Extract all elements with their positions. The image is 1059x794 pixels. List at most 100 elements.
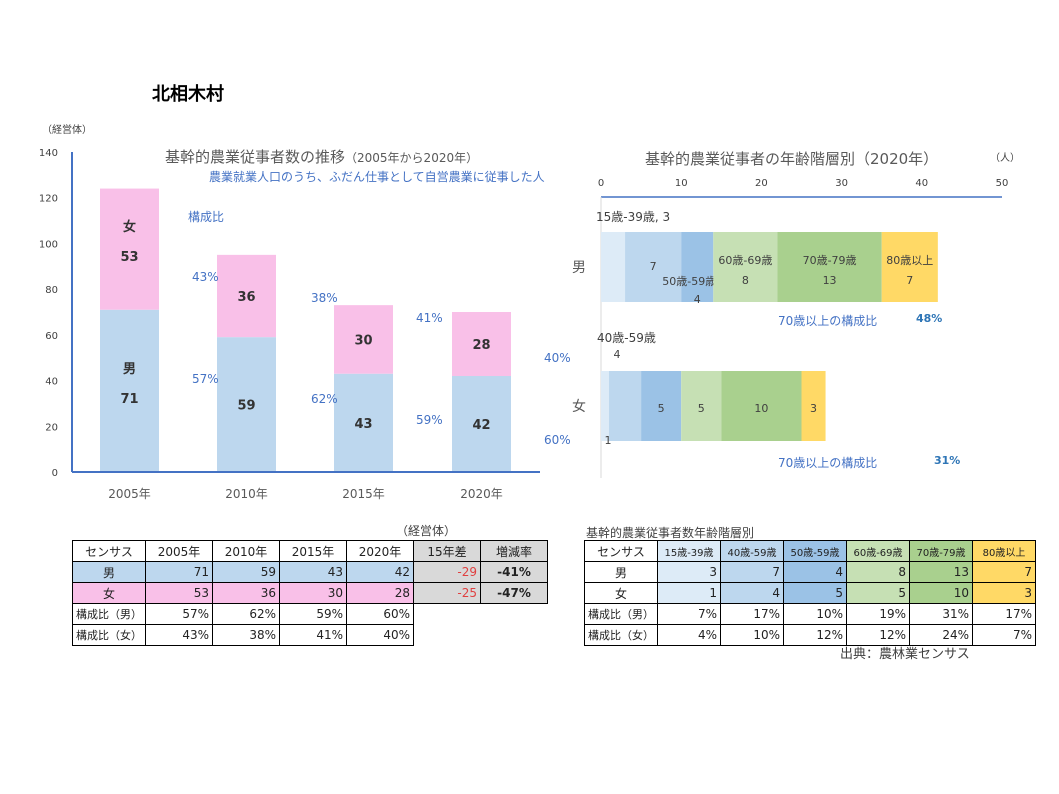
table-cell: 3 <box>657 561 721 583</box>
header-cell: 15年差 <box>413 540 481 562</box>
table-cell: 19% <box>846 603 910 625</box>
bar-female <box>452 312 511 376</box>
x-tick-label: 50 <box>996 178 1009 189</box>
header-cell: 2005年 <box>145 540 213 562</box>
data-label: 5 <box>698 402 705 415</box>
chart1-title-main: 基幹的農業従事者数の推移 <box>165 148 346 166</box>
table-cell: 構成比（女） <box>72 624 146 646</box>
table-cell: 構成比（女） <box>584 624 658 646</box>
male-70plus-label: 70歳以上の構成比 <box>778 314 878 328</box>
table-cell: 40% <box>346 624 414 646</box>
data-label: 10 <box>754 402 768 415</box>
y-tick-label: 80 <box>45 285 58 296</box>
table-cell: 1 <box>657 582 721 604</box>
x-tick-label: 2015年 <box>342 487 385 501</box>
data-label: 5 <box>658 402 665 415</box>
table-cell: 男 <box>72 561 146 583</box>
table-cell: 43 <box>279 561 347 583</box>
bar-male <box>334 373 393 472</box>
table-row: 女 53 36 30 28 -25 -47% <box>72 582 548 604</box>
table-cell: 41% <box>279 624 347 646</box>
bar-segment <box>601 232 626 302</box>
data-label: 8 <box>742 274 749 287</box>
table-cell: 女 <box>584 582 658 604</box>
table-cell: -29 <box>413 561 481 583</box>
bar-segment <box>881 232 938 302</box>
y-tick-label: 60 <box>45 331 58 342</box>
data-label: 13 <box>823 274 837 287</box>
bar-segment <box>601 371 610 441</box>
table-row: 女 1 4 5 5 10 3 <box>584 582 1036 604</box>
table-cell: 7 <box>972 561 1036 583</box>
header-cell: 40歳-59歳 <box>720 540 784 562</box>
bar-segment <box>721 371 802 441</box>
data-label-male: 43 <box>354 417 372 432</box>
header-cell: 2010年 <box>212 540 280 562</box>
table-cell: 28 <box>346 582 414 604</box>
table-cell: -47% <box>480 582 548 604</box>
x-tick-label: 2010年 <box>225 487 268 501</box>
table-cell: 3 <box>972 582 1036 604</box>
y-tick-label: 0 <box>52 468 58 479</box>
table-cell: 4% <box>657 624 721 646</box>
y-tick-label: 140 <box>39 148 58 159</box>
table-row: 構成比（女） 4% 10% 12% 12% 24% 7% <box>584 624 1036 646</box>
category-label: 男 <box>572 260 586 276</box>
y-tick-label: 120 <box>39 194 58 205</box>
table-cell: 17% <box>972 603 1036 625</box>
chart1-subtitle: 農業就業人口のうち、ふだん仕事として自営農業に従事した人 <box>209 170 545 184</box>
segment-name: 60歳-69歳 <box>718 254 772 267</box>
share-label-female: 40% <box>544 351 571 365</box>
table1-unit: （経営体） <box>396 524 457 538</box>
table-cell: 30 <box>279 582 347 604</box>
bar-segment <box>713 232 778 302</box>
table-cell: 構成比（男） <box>584 603 658 625</box>
header-cell: 2020年 <box>346 540 414 562</box>
table2-title: 基幹的農業従事者数年齢階層別 <box>586 526 755 540</box>
share-label-female: 41% <box>416 311 443 325</box>
table-cell: 36 <box>212 582 280 604</box>
source-note: 出典：農林業センサス <box>840 647 970 662</box>
chart1-title-sub: （2005年から2020年） <box>345 151 479 165</box>
table-cell: 10 <box>909 582 973 604</box>
table-cell: 17% <box>720 603 784 625</box>
table-cell: 7 <box>720 561 784 583</box>
table-cell: 71 <box>145 561 213 583</box>
table-cell: 7% <box>657 603 721 625</box>
data-label: 1 <box>605 434 612 447</box>
male-70plus-value: 48% <box>916 312 943 325</box>
segment-name: 80歳以上 <box>886 254 933 267</box>
table-cell: 12% <box>846 624 910 646</box>
series-label-male: 男 <box>123 362 136 377</box>
data-label-female: 53 <box>120 250 138 265</box>
bar-segment <box>801 371 826 441</box>
category-label: 女 <box>572 398 586 415</box>
table-cell: 10% <box>783 603 847 625</box>
table-cell: 女 <box>72 582 146 604</box>
table-cell: 60% <box>346 603 414 625</box>
chart2-title: 基幹的農業従事者の年齢階層別（2020年） <box>645 150 939 168</box>
x-tick-label: 0 <box>598 178 604 189</box>
x-tick-label: 2005年 <box>108 487 151 501</box>
table-cell: 10% <box>720 624 784 646</box>
table-cell: 38% <box>212 624 280 646</box>
data-label: 3 <box>810 402 817 415</box>
age-table: センサス 15歳-39歳 40歳-59歳 50歳-59歳 60歳-69歳 70歳-79歳 8… <box>584 540 1036 646</box>
data-label-male: 59 <box>237 399 255 414</box>
table-cell: 53 <box>145 582 213 604</box>
table-cell: 8 <box>846 561 910 583</box>
header-cell: 2015年 <box>279 540 347 562</box>
data-label-female: 36 <box>237 290 255 305</box>
census-table: センサス 2005年 2010年 2015年 2020年 15年差 増減率男 71 59 43 42… <box>72 540 548 646</box>
header-row: センサス 15歳-39歳 40歳-59歳 50歳-59歳 60歳-69歳 70歳-79歳 8… <box>584 540 1036 562</box>
header-cell: 70歳-79歳 <box>909 540 973 562</box>
table-cell: 4 <box>720 582 784 604</box>
header-row: センサス 2005年 2010年 2015年 2020年 15年差 増減率 <box>72 540 548 562</box>
bar-segment <box>777 232 882 302</box>
share-label-female: 43% <box>192 270 219 284</box>
bar-male <box>100 309 159 472</box>
bar-female <box>100 188 159 310</box>
chart1-svg: 0 20 40 60 80 100 120 140 女男 53 71 2005年 36 59 2010年 30… <box>39 148 571 501</box>
table-cell: 13 <box>909 561 973 583</box>
x-tick-label: 30 <box>835 178 848 189</box>
